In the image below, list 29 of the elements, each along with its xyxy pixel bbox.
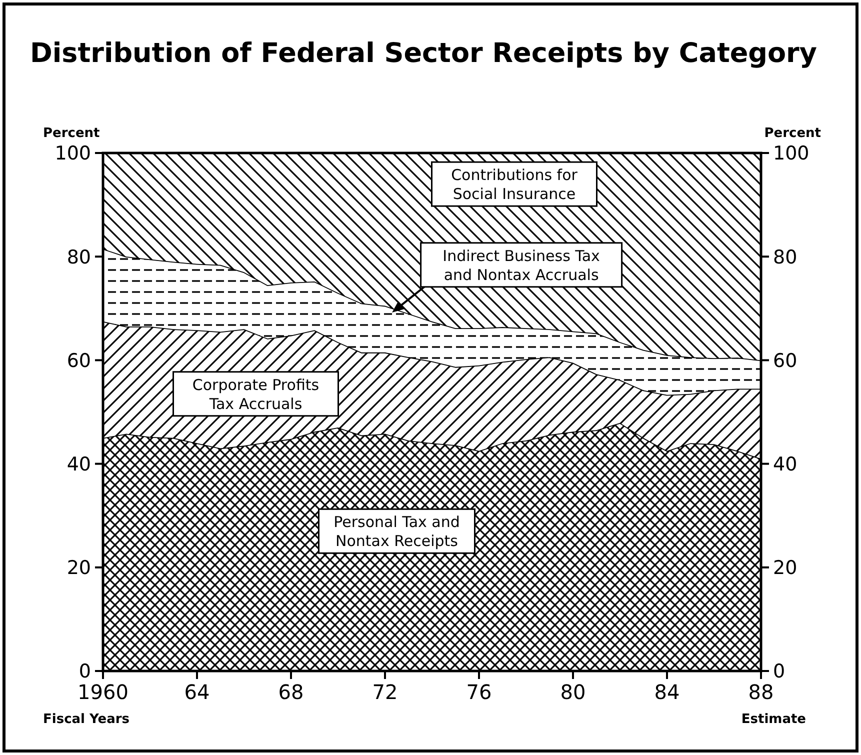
chart-title: Distribution of Federal Sector Receipts by Category: [30, 38, 818, 69]
y-tick-label: 100: [54, 142, 91, 165]
x-tick-label: 80: [560, 680, 586, 704]
y-tick-label: 80: [66, 246, 91, 268]
text: Estimate: [741, 712, 806, 727]
y-tick-label: 0: [78, 660, 91, 683]
y-tick-label: 20: [66, 557, 91, 580]
y2-tick-label: 80: [773, 246, 798, 268]
x-tick-label: 76: [466, 680, 492, 704]
y2-tick-label: 20: [773, 557, 798, 580]
x-tick-label: 72: [372, 680, 398, 704]
y2-tick-label: 40: [773, 453, 798, 476]
y2-tick-label: 0: [773, 660, 786, 683]
y-tick-label: 40: [66, 453, 91, 476]
x-tick-label: 68: [278, 680, 304, 704]
series-label: Corporate Profits Tax Accruals: [192, 376, 320, 413]
y2-axis-title: Percent: [764, 126, 821, 141]
x-tick-label: 88: [748, 680, 774, 704]
y-axis-title: Percent: [43, 126, 100, 141]
x-tick-label: 64: [184, 680, 210, 704]
x-tick-label: 1960: [78, 680, 128, 704]
text: Indirect Business Tax and Nontax Accruals: [442, 246, 600, 284]
y-tick-label: 60: [66, 350, 91, 372]
x-axis-title: Fiscal Years: [43, 712, 130, 727]
y2-tick-label: 100: [773, 142, 810, 165]
y2-tick-label: 60: [773, 350, 798, 372]
series-label: Contributions for Social Insurance: [451, 166, 578, 204]
series-label: Personal Tax and Nontax Receipts: [334, 513, 460, 550]
x-tick-label: 84: [654, 680, 680, 704]
